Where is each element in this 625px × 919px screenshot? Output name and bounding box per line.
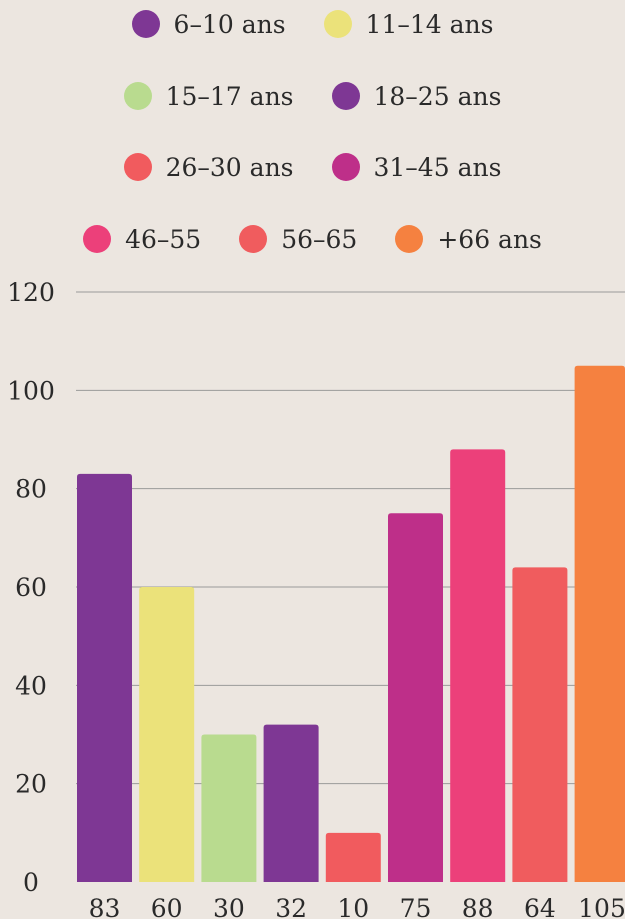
bar-value-label: 83 xyxy=(89,894,121,919)
bar xyxy=(201,734,257,882)
legend-row: 15–17 ans 18–25 ans xyxy=(0,81,625,111)
legend-row: 6–10 ans 11–14 ans xyxy=(0,9,625,39)
legend-label: 11–14 ans xyxy=(365,9,494,39)
bar-value-label: 32 xyxy=(275,894,307,919)
y-tick-label: 60 xyxy=(15,573,47,602)
legend-row: 46–55 56–65 +66 ans xyxy=(0,224,625,254)
legend-item: 11–14 ans xyxy=(323,9,494,39)
bar-value-label: 75 xyxy=(400,894,432,919)
legend-item: 15–17 ans xyxy=(123,81,294,111)
legend-swatch xyxy=(123,153,152,181)
legend-swatch xyxy=(331,153,360,181)
bar xyxy=(388,513,443,882)
legend-label: 56–65 xyxy=(281,224,358,254)
legend-item: 26–30 ans xyxy=(123,152,294,182)
bar xyxy=(574,365,625,882)
bars xyxy=(77,365,625,882)
x-axis-value-labels: 83 60 30 32 10 75 88 64 105 xyxy=(89,894,625,919)
legend-item: 18–25 ans xyxy=(331,81,502,111)
y-axis: 0 20 40 60 80 100 120 xyxy=(7,278,55,897)
bar-value-label: 30 xyxy=(213,894,245,919)
y-tick-label: 40 xyxy=(15,671,47,700)
y-tick-label: 0 xyxy=(23,868,39,897)
y-tick-label: 80 xyxy=(15,475,47,504)
y-tick-label: 120 xyxy=(7,278,55,307)
legend-item: +66 ans xyxy=(395,225,542,254)
legend-label: 18–25 ans xyxy=(373,81,502,111)
legend-item: 46–55 xyxy=(83,225,201,254)
bar xyxy=(139,587,195,882)
legend-label: 31–45 ans xyxy=(373,152,502,182)
legend-swatch xyxy=(123,82,152,110)
legend-label: 26–30 ans xyxy=(165,152,294,182)
bar-value-label: 60 xyxy=(151,894,183,919)
y-tick-label: 100 xyxy=(7,376,55,405)
bar xyxy=(77,473,132,882)
legend-swatch xyxy=(323,10,352,38)
bar-value-label: 105 xyxy=(578,894,625,919)
legend-label: 6–10 ans xyxy=(173,9,286,39)
y-tick-label: 20 xyxy=(15,770,47,799)
legend-item: 31–45 ans xyxy=(331,152,502,182)
legend-swatch xyxy=(83,225,112,253)
legend-row: 26–30 ans 31–45 ans xyxy=(0,152,625,182)
legend-label: 15–17 ans xyxy=(165,81,294,111)
legend-swatch xyxy=(395,225,424,253)
legend-swatch xyxy=(239,225,268,253)
legend-label: +66 ans xyxy=(437,224,542,254)
bar xyxy=(325,832,381,882)
bar-value-label: 88 xyxy=(462,894,494,919)
bar xyxy=(263,724,319,882)
legend-item: 6–10 ans xyxy=(131,9,286,39)
bar xyxy=(450,449,506,882)
bar-value-label: 10 xyxy=(337,894,369,919)
bar-value-label: 64 xyxy=(524,894,556,919)
legend-swatch xyxy=(131,10,160,38)
bar xyxy=(512,567,568,882)
legend-swatch xyxy=(331,82,360,110)
legend-item: 56–65 xyxy=(239,225,357,254)
legend-label: 46–55 xyxy=(125,224,202,254)
